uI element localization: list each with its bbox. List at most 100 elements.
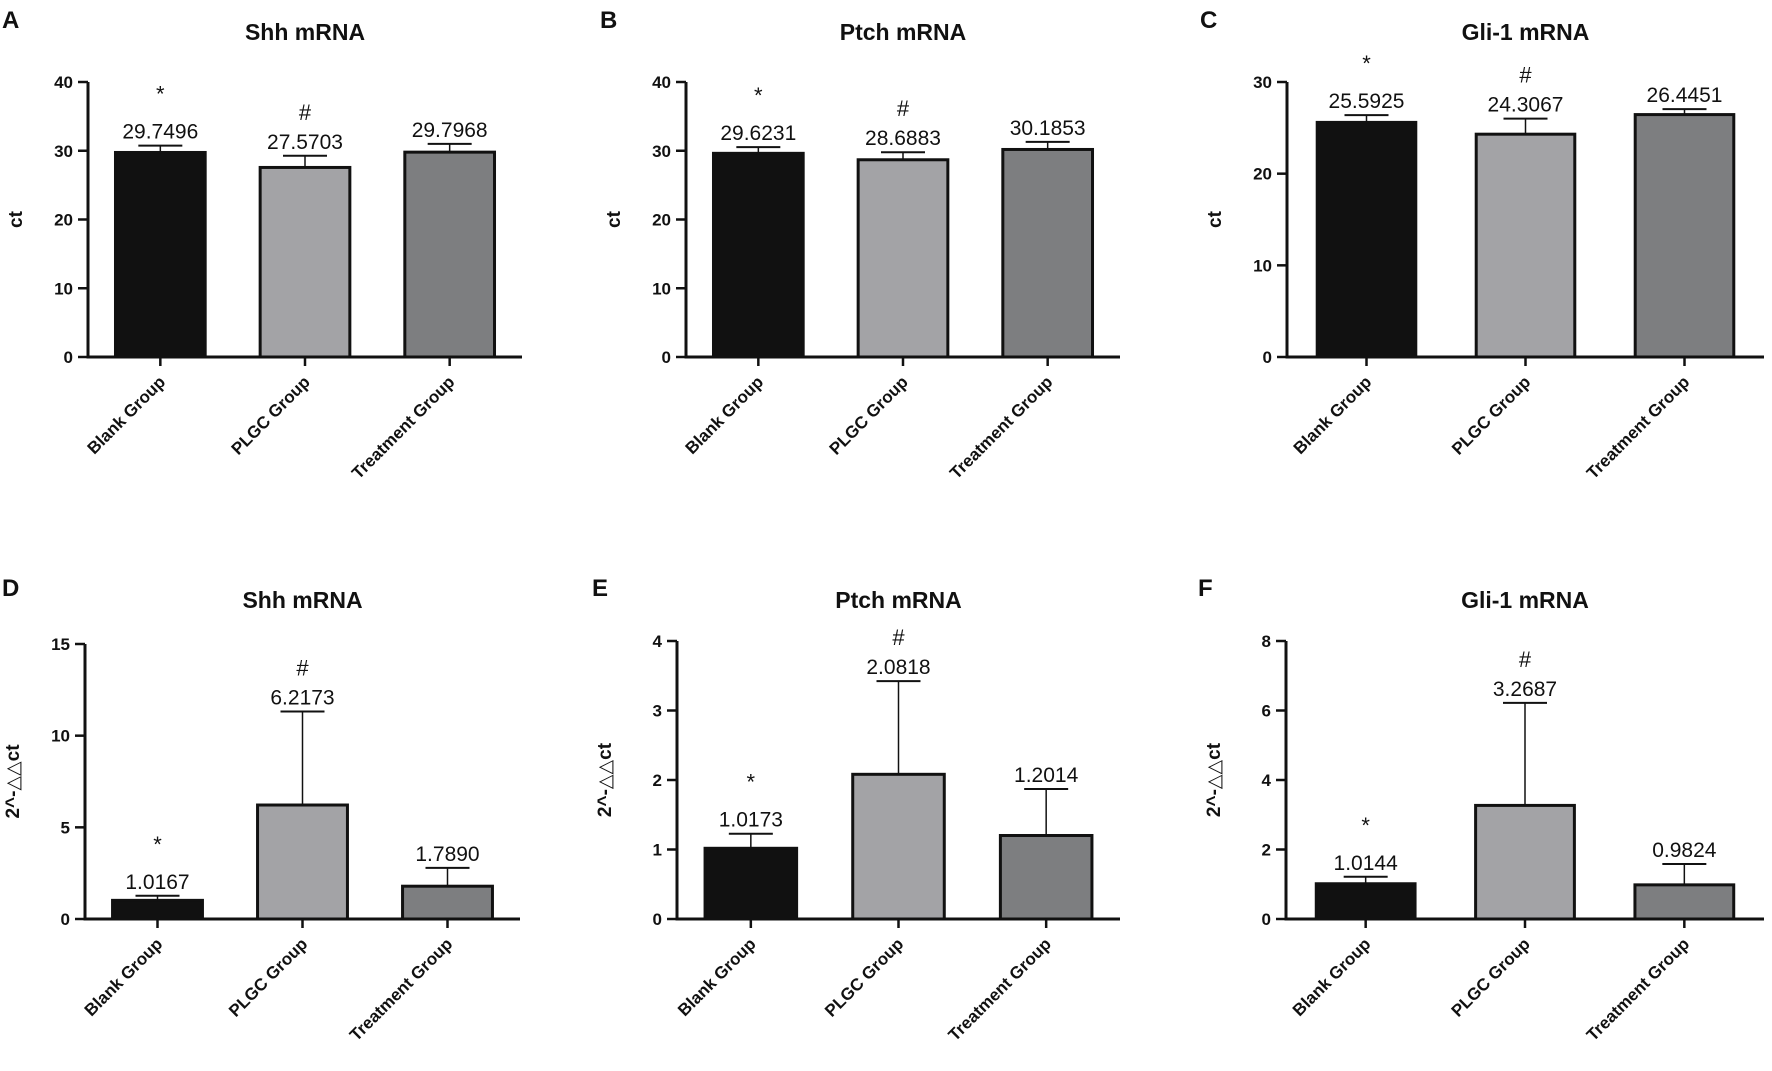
bar-1 <box>1315 120 1418 359</box>
value-label-1: 29.6231 <box>720 122 796 145</box>
value-label-2: 3.2687 <box>1493 678 1557 701</box>
x-tick-label-1: Blank Group <box>1290 372 1376 458</box>
y-tick-label: 0 <box>653 910 662 929</box>
x-tick-label-3: Treatment Group <box>946 372 1056 482</box>
x-tick-label-3: Treatment Group <box>348 372 458 482</box>
y-tick-label: 30 <box>54 142 73 161</box>
x-tick-label-2: PLGC Group <box>1448 934 1534 1020</box>
x-tick-label-1: Blank Group <box>674 934 760 1020</box>
bar-1 <box>703 846 799 921</box>
y-tick-label: 10 <box>652 279 671 298</box>
y-tick-label: 0 <box>64 348 73 367</box>
value-label-1: 1.0167 <box>125 871 189 894</box>
y-tick-label: 10 <box>1253 256 1272 275</box>
bar-2 <box>856 158 950 359</box>
bar-3 <box>998 834 1094 921</box>
y-tick-label: 40 <box>54 73 73 92</box>
x-tick-label-2: PLGC Group <box>228 372 314 458</box>
y-tick-label: 30 <box>1253 73 1272 92</box>
significance-star: * <box>754 83 763 108</box>
y-tick-label: 8 <box>1262 632 1271 651</box>
chart-title: Ptch mRNA <box>835 587 962 613</box>
y-tick-label: 6 <box>1262 702 1271 721</box>
x-tick-label-1: Blank Group <box>1289 934 1375 1020</box>
value-label-2: 2.0818 <box>866 656 930 679</box>
value-label-3: 29.7968 <box>412 119 488 142</box>
bar-1 <box>111 898 204 921</box>
value-label-2: 24.3067 <box>1488 94 1564 117</box>
y-tick-label: 4 <box>1262 771 1272 790</box>
bar-1 <box>711 151 805 359</box>
bar-3 <box>403 150 497 359</box>
y-tick-label: 0 <box>1263 348 1272 367</box>
x-tick-label-1: Blank Group <box>84 372 170 458</box>
chart-panel-b: B Ptch mRNA ct 29.6231 * Blank Group 28.6883 # P… <box>600 7 1120 483</box>
y-axis-label: 2^-△△ct <box>3 744 24 819</box>
bar-2 <box>1474 803 1576 921</box>
chart-title: Shh mRNA <box>245 19 365 45</box>
bar-3 <box>401 884 494 921</box>
y-tick-label: 0 <box>1262 910 1271 929</box>
y-axis-label: ct <box>1205 210 1226 228</box>
panel-letter: E <box>592 575 608 602</box>
chart-title: Ptch mRNA <box>840 19 967 45</box>
significance-hash: # <box>296 656 309 681</box>
panel-letter: F <box>1198 575 1213 602</box>
bar-2 <box>256 803 349 921</box>
value-label-3: 1.7890 <box>415 843 479 866</box>
y-axis-label: ct <box>6 210 27 228</box>
y-tick-label: 20 <box>54 211 73 230</box>
y-tick-label: 0 <box>662 348 671 367</box>
y-tick-label: 20 <box>1253 165 1272 184</box>
significance-hash: # <box>1519 647 1532 672</box>
bar-3 <box>1633 113 1736 359</box>
value-label-3: 30.1853 <box>1010 117 1086 140</box>
chart-title: Gli-1 mRNA <box>1462 19 1590 45</box>
bar-3 <box>1633 883 1736 921</box>
bar-2 <box>258 165 352 359</box>
chart-panel-f: F Gli-1 mRNA 2^-△△ct 1.0144 * Blank Group 3.26… <box>1198 575 1764 1045</box>
chart-panel-c: C Gli-1 mRNA ct 25.5925 * Blank Group 24.3067 #… <box>1200 7 1764 483</box>
y-tick-label: 4 <box>653 632 663 651</box>
significance-hash: # <box>299 100 312 125</box>
y-axis-label: ct <box>604 210 625 228</box>
y-tick-label: 0 <box>61 910 70 929</box>
bar-1 <box>1314 882 1417 921</box>
chart-panel-e: E Ptch mRNA 2^-△△ct 1.0173 * Blank Group 2.081… <box>592 575 1120 1045</box>
significance-star: * <box>1362 51 1371 76</box>
y-tick-label: 3 <box>653 702 662 721</box>
x-tick-label-3: Treatment Group <box>346 934 456 1044</box>
x-tick-label-3: Treatment Group <box>945 934 1055 1044</box>
x-tick-label-2: PLGC Group <box>826 372 912 458</box>
panel-letter: A <box>2 7 19 34</box>
chart-panel-a: A Shh mRNA ct 29.7496 * Blank Group 27.5703 # PL… <box>2 7 522 483</box>
value-label-2: 27.5703 <box>267 131 343 154</box>
bar-2 <box>1474 132 1577 359</box>
bar-3 <box>1001 147 1095 359</box>
x-tick-label-1: Blank Group <box>81 934 167 1020</box>
bar-2 <box>851 772 946 921</box>
x-tick-label-2: PLGC Group <box>821 934 907 1020</box>
chart-title: Gli-1 mRNA <box>1461 587 1589 613</box>
value-label-3: 0.9824 <box>1652 839 1717 862</box>
panel-letter: C <box>1200 7 1217 34</box>
y-tick-label: 30 <box>652 142 671 161</box>
value-label-3: 26.4451 <box>1647 84 1723 107</box>
value-label-1: 29.7496 <box>122 121 198 144</box>
significance-star: * <box>153 832 162 857</box>
x-tick-label-2: PLGC Group <box>225 934 311 1020</box>
y-tick-label: 10 <box>54 279 73 298</box>
significance-hash: # <box>897 96 910 121</box>
chart-title: Shh mRNA <box>242 587 362 613</box>
y-axis-label: 2^-△△ct <box>595 742 616 817</box>
y-axis-label: 2^-△△ct <box>1204 742 1225 817</box>
y-tick-label: 10 <box>51 727 70 746</box>
panel-letter: B <box>600 7 617 34</box>
significance-hash: # <box>1519 63 1532 88</box>
y-tick-label: 2 <box>1262 841 1271 860</box>
y-tick-label: 15 <box>51 635 70 654</box>
y-tick-label: 2 <box>653 771 662 790</box>
x-tick-label-3: Treatment Group <box>1583 372 1693 482</box>
value-label-3: 1.2014 <box>1014 764 1079 787</box>
